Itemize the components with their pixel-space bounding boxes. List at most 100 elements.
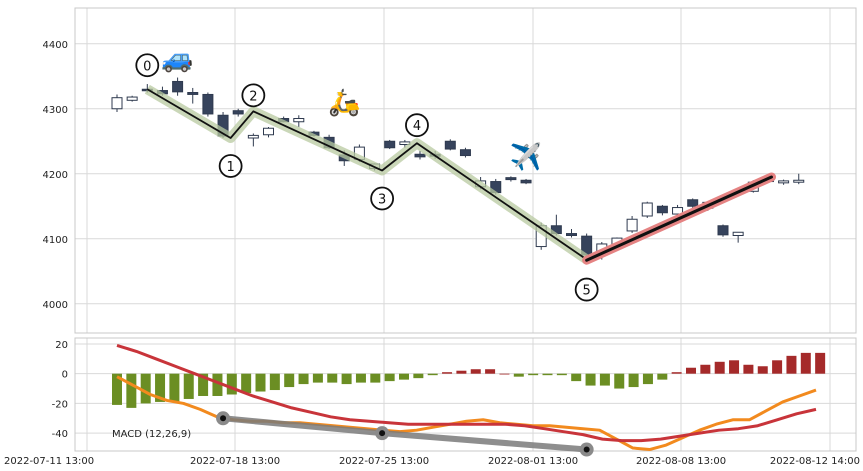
pattern-point-marker: 0 xyxy=(135,53,160,78)
x-tick-label: 2022-07-11 13:00 xyxy=(4,456,94,467)
candle-down xyxy=(172,80,184,93)
pivot-dot xyxy=(583,446,590,453)
hist-bar-negative xyxy=(169,373,180,402)
hist-bar-positive xyxy=(686,367,696,374)
candle-up xyxy=(263,127,274,136)
hist-bar-positive xyxy=(743,364,754,374)
candle-up xyxy=(793,179,805,183)
hist-bar-negative xyxy=(571,373,582,382)
hist-bar-negative xyxy=(642,373,653,385)
hist-bar-negative xyxy=(341,373,352,385)
candle-down xyxy=(414,153,426,158)
hist-bar-negative xyxy=(126,373,137,408)
hist-bar-negative xyxy=(241,373,252,394)
marker-circle xyxy=(574,277,599,302)
price-ytick-label: 4300 xyxy=(43,105,68,116)
hist-bar-negative xyxy=(614,373,625,389)
hist-bar-positive xyxy=(772,360,783,374)
marker-label: 1 xyxy=(226,160,234,175)
candle-up xyxy=(641,202,653,217)
macd-ytick-label: -20 xyxy=(52,399,68,410)
hist-bar-positive xyxy=(786,355,797,374)
macd-histogram xyxy=(112,352,826,408)
hist-bar-positive xyxy=(700,364,711,374)
candle-up xyxy=(247,134,259,139)
hist-bar-positive xyxy=(800,352,811,374)
hist-bar-negative xyxy=(399,373,409,380)
pattern-highlight xyxy=(144,84,590,264)
pattern-point-marker: 2 xyxy=(241,83,266,108)
candle-down xyxy=(717,225,729,236)
hist-bar-negative xyxy=(312,373,323,383)
hist-bar-negative xyxy=(284,373,295,388)
scooter-icon: 🛵 xyxy=(328,88,360,118)
signal-line xyxy=(116,343,817,443)
hist-bar-negative xyxy=(427,373,438,376)
marker-label: 3 xyxy=(378,193,386,208)
candle-down xyxy=(444,140,456,150)
pattern-point-marker: 5 xyxy=(574,277,599,302)
macd-panel-frame xyxy=(74,337,857,452)
hist-bar-negative xyxy=(413,373,424,379)
candle-down xyxy=(656,205,668,214)
price-ytick-label: 4000 xyxy=(43,300,68,311)
marker-circle xyxy=(218,154,243,178)
hist-bar-negative xyxy=(198,373,209,396)
hist-bar-positive xyxy=(815,352,826,374)
macd-ytick-label: 0 xyxy=(62,370,68,381)
candle-up xyxy=(626,218,638,232)
trend-line xyxy=(585,175,773,262)
hist-bar-negative xyxy=(226,373,237,395)
hist-bar-negative xyxy=(140,373,151,404)
marker-label: 4 xyxy=(413,119,421,134)
hist-bar-negative xyxy=(212,373,223,396)
macd-ytick-label: -40 xyxy=(52,429,68,440)
hist-bar-negative xyxy=(183,373,194,399)
hist-bar-positive xyxy=(456,370,467,374)
hist-bar-negative xyxy=(355,373,366,383)
price-ytick-label: 4400 xyxy=(43,40,68,51)
hist-bar-positive xyxy=(470,369,481,374)
hist-bar-negative xyxy=(556,373,567,376)
marker-circle xyxy=(370,186,395,211)
marker-circle xyxy=(241,83,266,108)
candle-up xyxy=(111,97,123,110)
candle-down xyxy=(687,199,699,207)
hist-bar-positive xyxy=(442,372,453,374)
candle-down xyxy=(232,110,244,115)
candle-down xyxy=(384,140,396,149)
pattern-point-marker: 3 xyxy=(370,186,395,211)
candle-down xyxy=(520,179,532,184)
candle-down xyxy=(187,92,199,95)
hist-bar-negative xyxy=(370,373,381,383)
hist-bar-negative xyxy=(528,373,539,376)
hist-bar-negative xyxy=(112,373,122,405)
candle-down xyxy=(202,93,214,115)
candle-up xyxy=(126,96,138,101)
airplane-icon: ✈️ xyxy=(510,141,542,173)
marker-label: 5 xyxy=(583,284,591,299)
x-tick-label: 2022-07-25 13:00 xyxy=(339,456,429,467)
macd-ytick-label: 20 xyxy=(55,340,68,351)
hist-bar-negative xyxy=(585,373,596,386)
x-tick-label: 2022-08-08 13:00 xyxy=(636,456,726,467)
pivot-dot xyxy=(379,430,386,437)
pattern-point-marker: 4 xyxy=(405,113,429,138)
hist-bar-negative xyxy=(155,373,166,402)
marker-label: 0 xyxy=(143,59,151,74)
hist-bar-positive xyxy=(671,372,682,374)
candle-up xyxy=(732,231,744,236)
hist-bar-negative xyxy=(513,373,524,377)
x-tick-label: 2022-08-01 13:00 xyxy=(488,456,578,467)
hist-bar-positive xyxy=(729,360,740,374)
pattern-line xyxy=(146,88,588,261)
pivot-dot xyxy=(220,415,227,422)
hist-bar-negative xyxy=(327,373,338,383)
price-ytick-label: 4100 xyxy=(43,235,68,246)
x-tick-label: 2022-07-18 13:00 xyxy=(190,456,280,467)
hist-bar-negative xyxy=(255,373,266,392)
pattern-point-marker: 1 xyxy=(218,154,243,178)
hist-bar-positive xyxy=(757,366,768,374)
